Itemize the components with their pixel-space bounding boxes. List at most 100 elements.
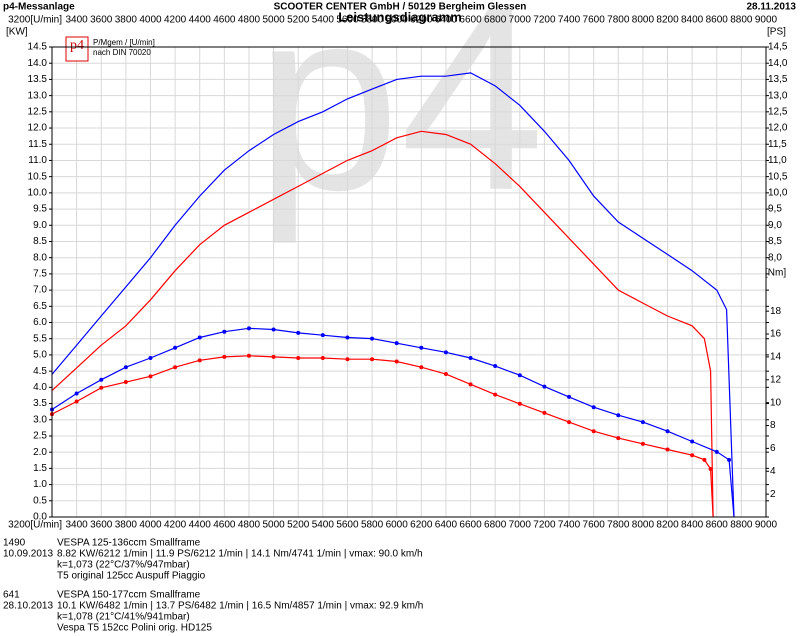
- y-tick-label: 11.0: [28, 155, 47, 166]
- logo: p4 P/Mgem / [U/min] nach DIN 70020: [65, 36, 155, 62]
- logo-mark: p4: [70, 38, 84, 53]
- x-tick-label: 5000: [262, 15, 285, 26]
- x-tick-label: 4400: [189, 520, 212, 531]
- y2-tick-label: 10,5: [768, 171, 788, 182]
- x-tick-label: 8400: [681, 520, 704, 531]
- header-center: SCOOTER CENTER GmbH / 50129 Bergheim Gle…: [274, 2, 527, 13]
- y2-tick-label: 14,0: [768, 58, 788, 69]
- x-tick-label: 6200: [410, 15, 433, 26]
- y2-tick-label: 11,0: [768, 155, 787, 166]
- point: [443, 372, 448, 377]
- header-left: p4-Messanlage: [3, 2, 75, 13]
- x-tick-label: 4400: [189, 15, 212, 26]
- y2-tick-label: 10,0: [768, 188, 788, 199]
- y-tick-label: 12.5: [28, 106, 48, 117]
- x-tick-label: 5800: [361, 15, 384, 26]
- point: [419, 345, 424, 350]
- x-tick-label: 8600: [706, 520, 729, 531]
- y-tick-label: 9.5: [33, 204, 47, 215]
- point: [708, 466, 713, 471]
- y2-tick-label: 12,5: [768, 106, 788, 117]
- x-tick-label: 5200: [287, 520, 310, 531]
- x-tick-label: 4800: [238, 520, 261, 531]
- point: [665, 429, 670, 434]
- y3-tick-label: 18: [770, 306, 782, 317]
- x-tick-label: 7800: [607, 15, 630, 26]
- x-tick-label: 6800: [484, 520, 507, 531]
- point: [394, 341, 399, 346]
- point: [173, 365, 178, 370]
- x-tick-label: 3600: [90, 520, 113, 531]
- x-tick-label: 4800: [238, 15, 261, 26]
- point: [591, 405, 596, 410]
- point: [690, 439, 695, 444]
- run-date: 10.09.2013: [3, 549, 53, 560]
- y-tick-label: 0.0: [33, 512, 47, 523]
- x-tick-label: 6200: [410, 520, 433, 531]
- x-tick-label: 3600: [90, 15, 113, 26]
- x-tick-label: 8000: [632, 15, 655, 26]
- y-tick-label: 2.5: [33, 431, 47, 442]
- y-tick-label: 7.0: [33, 285, 47, 296]
- y-tick-label: 8.5: [33, 236, 47, 247]
- x-tick-label: 3400: [65, 15, 88, 26]
- y3-tick-label: 8: [770, 420, 776, 431]
- y-tick-label: 14.5: [28, 42, 48, 53]
- y-tick-label: 10.5: [28, 171, 48, 182]
- x-tick-label: 5000: [262, 520, 285, 531]
- point: [493, 364, 498, 369]
- y2-axis-label: [PS]: [767, 27, 786, 38]
- x-tick-label: 8000: [632, 520, 655, 531]
- y-tick-label: 4.0: [33, 382, 47, 393]
- run-name: VESPA 125-136ccm Smallframe: [57, 538, 201, 549]
- point: [246, 353, 251, 358]
- point: [567, 394, 572, 399]
- y2-tick-label: 9,0: [768, 220, 782, 231]
- y2-tick-label: 8,0: [768, 252, 782, 263]
- x-tick-label: 7400: [558, 15, 581, 26]
- y-tick-label: 1.5: [33, 463, 47, 474]
- header-right: 28.11.2013: [747, 2, 797, 13]
- y-tick-label: 5.0: [33, 350, 47, 361]
- x-tick-label: 6000: [386, 520, 409, 531]
- run-name: VESPA 150-177ccm Smallframe: [57, 590, 201, 601]
- x-tick-label: 8600: [706, 15, 729, 26]
- y-axis-label: [KW]: [6, 27, 28, 38]
- x-tick-label: 4000: [139, 520, 162, 531]
- y-tick-label: 13.0: [28, 90, 48, 101]
- point: [665, 447, 670, 452]
- point: [517, 401, 522, 406]
- x-tick-label: 7000: [509, 15, 532, 26]
- point: [493, 392, 498, 397]
- point: [320, 333, 325, 338]
- point: [173, 345, 178, 350]
- logo-box: [65, 36, 89, 62]
- y3-tick-label: 10: [770, 397, 782, 408]
- logo-line: nach DIN 70020: [93, 48, 151, 57]
- point: [222, 329, 227, 334]
- point: [370, 336, 375, 341]
- point: [345, 335, 350, 340]
- y-tick-label: 10.0: [28, 188, 48, 199]
- y-tick-label: 3.0: [33, 414, 47, 425]
- run-summary: 10.1 KW/6482 1/min | 13.7 PS/6482 1/min …: [57, 601, 423, 612]
- y2-tick-label: 8,5: [768, 236, 782, 247]
- x-tick-label: 7600: [583, 520, 606, 531]
- y3-tick-label: 4: [770, 466, 776, 477]
- curve: [51, 72, 735, 518]
- point: [419, 365, 424, 370]
- point: [74, 399, 79, 404]
- point: [542, 410, 547, 415]
- x-tick-label: 8400: [681, 15, 704, 26]
- point: [271, 327, 276, 332]
- y3-tick-label: 2: [770, 489, 776, 500]
- logo-line: P/Mgem / [U/min]: [93, 38, 155, 47]
- point: [640, 420, 645, 425]
- x-tick-label: 4600: [213, 520, 236, 531]
- x-tick-label: 3800: [115, 520, 138, 531]
- run-conditions: k=1,078 (21°C/41%/941mbar): [57, 612, 190, 623]
- point: [640, 441, 645, 446]
- x-tick-label: 7000: [509, 520, 532, 531]
- point: [197, 358, 202, 363]
